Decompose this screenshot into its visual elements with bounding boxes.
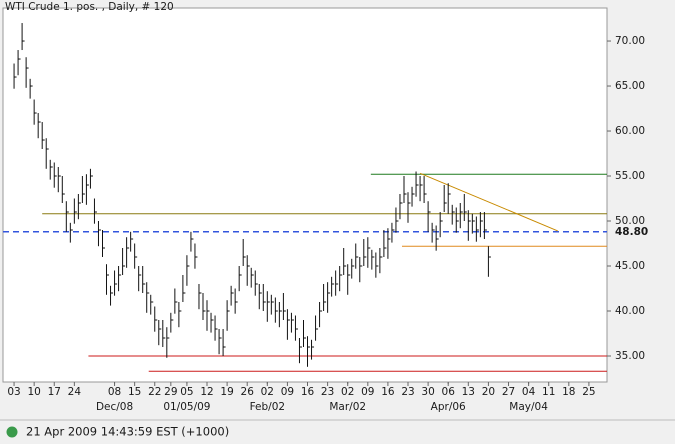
x-tick-label: 16 (301, 386, 315, 398)
y-tick-label: 65.00 (615, 80, 645, 92)
plot-area (2, 7, 608, 383)
x-tick-label: 23 (401, 386, 414, 398)
footer-timestamp: 21 Apr 2009 14:43:59 EST (+1000) (26, 425, 229, 439)
x-tick-label: 29 (164, 386, 177, 398)
x-tick-label: 03 (7, 386, 20, 398)
x-tick-label: 08 (108, 386, 121, 398)
y-tick-label: 55.00 (615, 170, 645, 182)
y-tick-label: 60.00 (615, 125, 645, 137)
x-tick-label: 30 (421, 386, 434, 398)
x-month-label: May/04 (509, 401, 548, 413)
x-tick-label: 24 (68, 386, 82, 398)
x-tick-label: 11 (542, 386, 555, 398)
x-tick-label: 06 (442, 386, 456, 398)
last-value-box (612, 224, 648, 239)
y-tick-label: 40.00 (615, 305, 645, 317)
x-tick-label: 22 (148, 386, 161, 398)
x-tick-label: 20 (482, 386, 495, 398)
x-tick-label: 16 (381, 386, 395, 398)
x-tick-label: 15 (128, 386, 141, 398)
x-tick-label: 23 (321, 386, 334, 398)
x-tick-label: 04 (522, 386, 536, 398)
x-tick-label: 02 (341, 386, 354, 398)
x-month-label: Mar/02 (329, 401, 366, 413)
y-tick-label: 35.00 (615, 350, 645, 362)
last-value-label: 48.80 (615, 226, 648, 238)
y-tick-label: 70.00 (615, 35, 645, 47)
status-dot (6, 426, 18, 438)
x-month-label: 01/05/09 (163, 401, 210, 413)
x-tick-label: 26 (241, 386, 255, 398)
x-tick-label: 25 (582, 386, 595, 398)
x-month-label: Feb/02 (250, 401, 286, 413)
x-month-label: Dec/08 (96, 401, 133, 413)
y-tick-label: 45.00 (615, 260, 645, 272)
x-month-label: Apr/06 (431, 401, 466, 413)
y-tick-label: 50.00 (615, 215, 645, 227)
x-tick-label: 27 (502, 386, 515, 398)
chart-title: WTI Crude 1. pos. , Daily, # 120 (5, 1, 174, 13)
trend-line (419, 172, 558, 232)
x-tick-label: 19 (220, 386, 233, 398)
x-tick-label: 09 (281, 386, 294, 398)
x-tick-label: 18 (562, 386, 575, 398)
x-tick-label: 12 (200, 386, 213, 398)
x-tick-label: 05 (180, 386, 193, 398)
x-tick-label: 02 (261, 386, 274, 398)
x-tick-label: 13 (462, 386, 475, 398)
x-tick-label: 17 (48, 386, 61, 398)
x-tick-label: 09 (361, 386, 374, 398)
x-tick-label: 10 (27, 386, 40, 398)
